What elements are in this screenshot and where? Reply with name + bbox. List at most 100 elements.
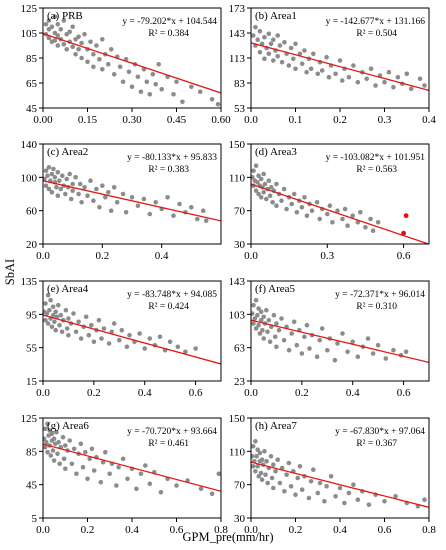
data-point: [64, 176, 69, 182]
panel-title: (a) PRB: [47, 10, 83, 22]
y-tick-label: 173: [229, 3, 246, 15]
data-point: [332, 357, 338, 363]
regression-line: [251, 42, 429, 92]
data-point: [314, 200, 320, 205]
data-point: [109, 329, 114, 335]
x-tick-label: 0.2: [295, 387, 309, 399]
data-point: [108, 208, 114, 213]
data-point: [85, 193, 90, 198]
data-point: [209, 491, 215, 497]
x-tick-label: 0.8: [422, 524, 436, 536]
data-point: [366, 502, 372, 508]
data-point: [51, 436, 57, 442]
panel-title: (g) Area6: [47, 420, 89, 432]
data-point: [308, 479, 314, 484]
data-point: [253, 297, 259, 303]
data-point: [150, 72, 156, 77]
data-point: [408, 86, 414, 92]
r-squared-label: R² = 0.383: [148, 165, 189, 175]
data-point: [89, 446, 95, 452]
data-point: [293, 492, 298, 498]
data-point: [43, 301, 48, 306]
data-point: [251, 444, 256, 449]
data-point: [257, 450, 263, 456]
y-tick-label: 60: [26, 206, 38, 218]
data-point: [281, 186, 287, 192]
points-group: [43, 14, 221, 107]
data-point: [306, 495, 312, 501]
r-squared-label: R² = 0.424: [148, 302, 189, 312]
data-point: [302, 334, 307, 340]
data-point: [45, 292, 51, 298]
y-tick-label: 85: [26, 53, 38, 65]
data-point: [64, 326, 70, 331]
data-point: [60, 173, 65, 178]
x-tick-label: 0.6: [189, 387, 203, 399]
regression-equation: y = -103.082*x + 101.951: [326, 153, 426, 163]
data-point: [58, 27, 64, 32]
data-point: [382, 79, 387, 85]
data-point: [277, 43, 283, 48]
data-point: [251, 302, 256, 308]
data-point: [422, 497, 427, 503]
x-tick-label: 0.0: [36, 387, 50, 399]
data-point: [66, 316, 71, 321]
x-tick-label: 0.4: [422, 114, 436, 126]
data-point: [55, 170, 61, 175]
data-point: [288, 45, 294, 51]
data-point: [91, 64, 96, 70]
data-point: [52, 319, 57, 325]
x-axis-title: GPM_pre(mm/hr): [183, 530, 274, 544]
data-point: [68, 196, 74, 202]
data-point: [60, 434, 66, 440]
data-point: [279, 316, 284, 321]
data-point: [100, 183, 105, 188]
data-point: [180, 99, 185, 105]
panel-title: (h) Area7: [255, 420, 297, 432]
data-point: [119, 327, 125, 333]
data-point: [342, 206, 348, 212]
data-point: [107, 471, 112, 477]
data-point: [294, 210, 300, 215]
data-point: [266, 31, 272, 37]
data-point: [79, 55, 84, 61]
data-point: [138, 89, 144, 95]
data-point: [333, 494, 338, 499]
plot-frame: [42, 143, 222, 245]
y-tick-label: 23: [234, 376, 246, 388]
data-point: [345, 223, 350, 228]
data-point: [299, 205, 305, 210]
data-point: [137, 331, 142, 336]
data-point: [314, 354, 320, 360]
data-point: [70, 44, 75, 49]
data-point: [263, 472, 268, 478]
x-tick-label: 0.0: [244, 114, 258, 126]
data-point: [142, 346, 147, 351]
x-tick-label: 0.15: [78, 114, 98, 126]
data-point: [350, 213, 356, 218]
data-point: [43, 22, 49, 27]
data-point: [403, 349, 409, 355]
y-tick-label: 20: [26, 239, 38, 251]
data-point: [45, 449, 50, 455]
data-point: [267, 193, 273, 198]
points-group: [251, 24, 427, 92]
data-point: [106, 341, 112, 346]
data-point: [299, 487, 305, 493]
data-point: [134, 486, 139, 492]
data-point: [335, 341, 340, 346]
data-point: [100, 459, 106, 465]
data-point: [138, 471, 144, 477]
data-point: [43, 168, 49, 173]
x-tick-label: 0.2: [333, 114, 347, 126]
data-point: [289, 201, 295, 207]
data-point: [375, 220, 381, 225]
data-point: [259, 477, 265, 483]
data-point: [73, 329, 79, 335]
data-point: [53, 327, 58, 333]
data-point: [111, 72, 117, 77]
y-tick-label: 45: [26, 480, 38, 492]
data-point: [272, 334, 278, 340]
data-point: [189, 84, 194, 90]
